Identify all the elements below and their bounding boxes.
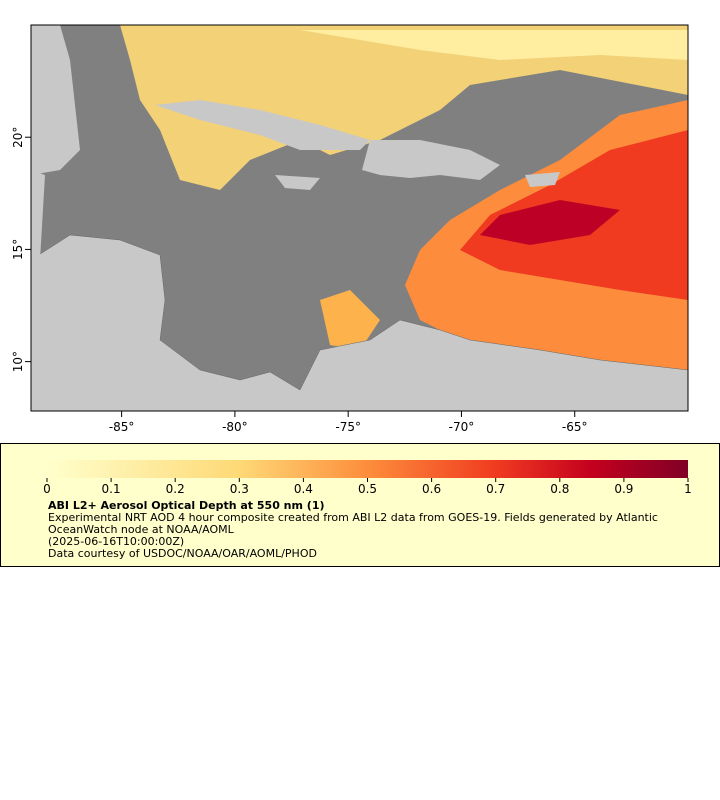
colorbar-tick-label: 0.2 <box>166 482 185 496</box>
colorbar-tick-label: 1 <box>684 482 692 496</box>
colorbar-tick-label: 0.7 <box>486 482 505 496</box>
y-tick-label: 20° <box>11 127 25 148</box>
x-tick-label: -80° <box>222 420 248 434</box>
y-tick-label: 10° <box>11 351 25 372</box>
x-tick-label: -70° <box>449 420 475 434</box>
colorbar <box>47 460 688 478</box>
legend-description: Experimental NRT AOD 4 hour composite cr… <box>48 511 658 536</box>
colorbar-tick-label: 0.3 <box>230 482 249 496</box>
colorbar-tick-label: 0.8 <box>550 482 569 496</box>
colorbar-tick-label: 0.4 <box>294 482 313 496</box>
legend-title: ABI L2+ Aerosol Optical Depth at 550 nm … <box>48 499 325 512</box>
x-tick-label: -75° <box>335 420 361 434</box>
colorbar-tick-label: 0 <box>43 482 51 496</box>
y-tick-label: 15° <box>11 239 25 260</box>
legend-credit: Data courtesy of USDOC/NOAA/OAR/AOML/PHO… <box>48 547 317 560</box>
map-frame <box>30 24 689 412</box>
legend-time: (2025-06-16T10:00:00Z) <box>48 535 185 548</box>
colorbar-tick-label: 0.9 <box>614 482 633 496</box>
map-image <box>31 25 688 411</box>
x-tick-label: -85° <box>109 420 135 434</box>
legend-text: ABI L2+ Aerosol Optical Depth at 550 nm … <box>48 500 708 560</box>
x-tick-label: -65° <box>562 420 588 434</box>
colorbar-tick-label: 0.6 <box>422 482 441 496</box>
colorbar-tick-label: 0.5 <box>358 482 377 496</box>
colorbar-tick-label: 0.1 <box>102 482 121 496</box>
